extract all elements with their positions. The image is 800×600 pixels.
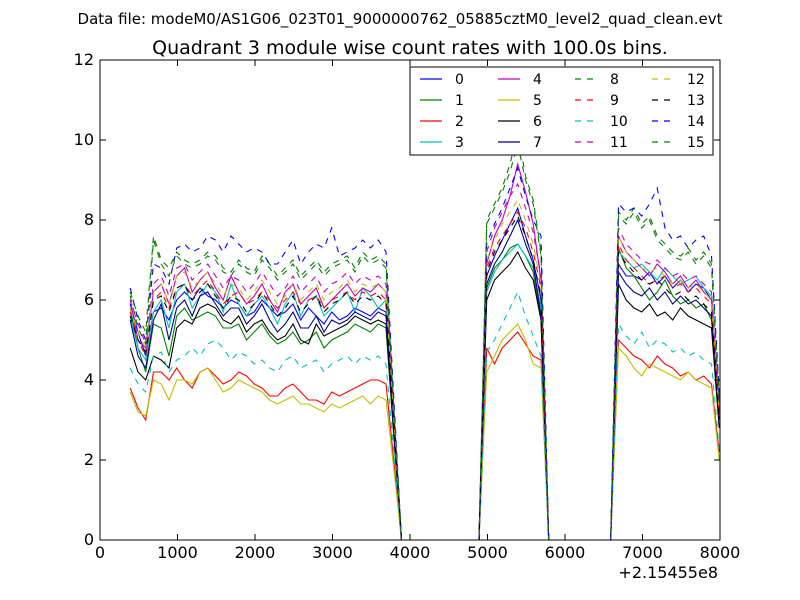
y-tick-label: 6 [84,290,94,309]
x-tick-label: 2000 [235,543,276,562]
series-line-8 [129,131,720,541]
x-tick-label: 7000 [622,543,663,562]
y-tick-label: 4 [84,370,94,389]
series-line-13 [129,214,720,541]
y-tick-label: 0 [84,530,94,549]
series-line-14 [129,166,720,541]
legend-label-7: 7 [533,135,542,151]
series-line-9 [129,210,720,541]
x-tick-label: 3000 [312,543,353,562]
y-tick-label: 12 [74,50,94,69]
x-tick-label: 6000 [545,543,586,562]
legend-label-15: 15 [687,135,705,151]
legend-label-14: 14 [687,114,705,130]
series-line-6 [129,250,720,541]
series-line-10 [129,290,720,541]
legend-label-10: 10 [610,114,628,130]
plot-area: 0 1000 2000 3000 4000 5000 6000 7000 80000246810… [74,50,741,562]
legend-label-6: 6 [533,114,542,130]
series-line-11 [129,182,720,541]
x-tick-label: 1000 [157,543,198,562]
legend-label-0: 0 [455,72,464,88]
series-line-0 [129,206,720,541]
x-tick-label: 5000 [467,543,508,562]
series-line-15 [129,143,720,541]
x-axis-offset-label: +2.15455e8 [618,563,718,582]
legend-label-4: 4 [533,72,542,88]
legend-label-8: 8 [610,72,619,88]
x-tick-label: 0 [95,543,105,562]
y-tick-label: 10 [74,130,94,149]
series-line-12 [129,198,720,541]
legend-label-1: 1 [455,93,464,109]
legend-box [409,66,714,156]
series-line-5 [129,323,720,541]
x-tick-label: 8000 [700,543,741,562]
x-tick-label: 4000 [390,543,431,562]
legend-label-13: 13 [687,93,705,109]
legend-label-11: 11 [610,135,628,151]
legend-label-5: 5 [533,93,542,109]
legend-label-3: 3 [455,135,464,151]
legend-label-2: 2 [455,114,464,130]
y-tick-label: 2 [84,450,94,469]
chart-title: Quadrant 3 module wise count rates with … [152,37,668,59]
figure-suptitle: Data file: modeM0/AS1G06_023T01_90000007… [78,10,723,29]
legend-label-9: 9 [610,93,619,109]
y-tick-label: 8 [84,210,94,229]
legend-label-12: 12 [687,72,705,88]
